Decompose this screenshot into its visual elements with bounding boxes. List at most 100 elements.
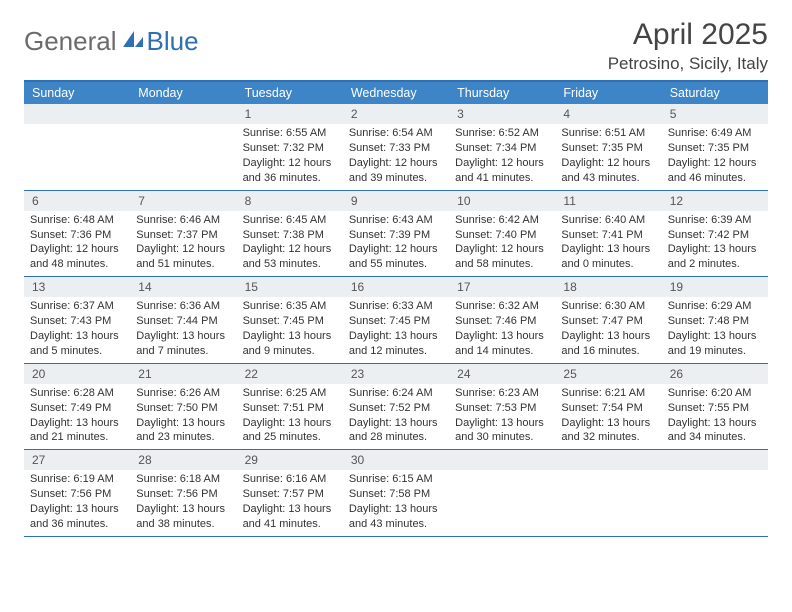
calendar-cell: 4Sunrise: 6:51 AMSunset: 7:35 PMDaylight… <box>555 104 661 190</box>
cell-line: and 34 minutes. <box>668 430 762 445</box>
cell-line: and 43 minutes. <box>561 171 655 186</box>
day-number: 24 <box>449 364 555 384</box>
day-number: 8 <box>237 191 343 211</box>
cell-line: and 53 minutes. <box>243 257 337 272</box>
cell-line: Sunset: 7:49 PM <box>30 401 124 416</box>
calendar-cell: 2Sunrise: 6:54 AMSunset: 7:33 PMDaylight… <box>343 104 449 190</box>
cell-body: Sunrise: 6:52 AMSunset: 7:34 PMDaylight:… <box>449 124 555 189</box>
cell-line: Daylight: 12 hours <box>243 242 337 257</box>
cell-line: Daylight: 13 hours <box>668 242 762 257</box>
cell-line: Sunrise: 6:36 AM <box>136 299 230 314</box>
cell-line: Daylight: 13 hours <box>243 502 337 517</box>
day-number: 13 <box>24 277 130 297</box>
cell-line: Daylight: 12 hours <box>349 156 443 171</box>
calendar-cell: 17Sunrise: 6:32 AMSunset: 7:46 PMDayligh… <box>449 277 555 363</box>
day-number: 3 <box>449 104 555 124</box>
calendar-cell: 29Sunrise: 6:16 AMSunset: 7:57 PMDayligh… <box>237 450 343 536</box>
cell-line: Sunrise: 6:29 AM <box>668 299 762 314</box>
cell-line: Sunrise: 6:46 AM <box>136 213 230 228</box>
day-number: 7 <box>130 191 236 211</box>
cell-line: Sunset: 7:50 PM <box>136 401 230 416</box>
cell-line: Sunset: 7:48 PM <box>668 314 762 329</box>
cell-line: and 21 minutes. <box>30 430 124 445</box>
cell-line: Sunset: 7:44 PM <box>136 314 230 329</box>
day-number: 5 <box>662 104 768 124</box>
cell-line: Daylight: 12 hours <box>455 242 549 257</box>
cell-body: Sunrise: 6:54 AMSunset: 7:33 PMDaylight:… <box>343 124 449 189</box>
calendar-cell <box>449 450 555 536</box>
cell-line: Daylight: 13 hours <box>136 416 230 431</box>
cell-line: Sunset: 7:56 PM <box>30 487 124 502</box>
cell-line: Daylight: 13 hours <box>668 329 762 344</box>
calendar-cell: 16Sunrise: 6:33 AMSunset: 7:45 PMDayligh… <box>343 277 449 363</box>
cell-line: Daylight: 13 hours <box>561 416 655 431</box>
calendar-cell <box>24 104 130 190</box>
day-number: 17 <box>449 277 555 297</box>
day-number: 4 <box>555 104 661 124</box>
day-number: 6 <box>24 191 130 211</box>
cell-line: and 2 minutes. <box>668 257 762 272</box>
cell-line: Daylight: 12 hours <box>136 242 230 257</box>
cell-body: Sunrise: 6:36 AMSunset: 7:44 PMDaylight:… <box>130 297 236 362</box>
calendar-cell <box>662 450 768 536</box>
calendar-cell: 30Sunrise: 6:15 AMSunset: 7:58 PMDayligh… <box>343 450 449 536</box>
cell-line: Sunrise: 6:37 AM <box>30 299 124 314</box>
cell-line: Sunrise: 6:23 AM <box>455 386 549 401</box>
cell-line: Sunrise: 6:40 AM <box>561 213 655 228</box>
cell-body <box>24 124 130 130</box>
cell-body: Sunrise: 6:16 AMSunset: 7:57 PMDaylight:… <box>237 470 343 535</box>
cell-body: Sunrise: 6:23 AMSunset: 7:53 PMDaylight:… <box>449 384 555 449</box>
cell-line: Sunrise: 6:39 AM <box>668 213 762 228</box>
cell-line: and 19 minutes. <box>668 344 762 359</box>
cell-line: Sunrise: 6:52 AM <box>455 126 549 141</box>
cell-body: Sunrise: 6:45 AMSunset: 7:38 PMDaylight:… <box>237 211 343 276</box>
cell-line: Daylight: 13 hours <box>30 329 124 344</box>
cell-line: and 9 minutes. <box>243 344 337 359</box>
cell-line: Sunset: 7:53 PM <box>455 401 549 416</box>
day-number <box>662 450 768 470</box>
day-number: 27 <box>24 450 130 470</box>
cell-line: and 32 minutes. <box>561 430 655 445</box>
cell-line: Sunrise: 6:20 AM <box>668 386 762 401</box>
cell-line: and 41 minutes. <box>243 517 337 532</box>
cell-line: Sunrise: 6:43 AM <box>349 213 443 228</box>
calendar-cell: 7Sunrise: 6:46 AMSunset: 7:37 PMDaylight… <box>130 191 236 277</box>
cell-body: Sunrise: 6:21 AMSunset: 7:54 PMDaylight:… <box>555 384 661 449</box>
cell-line: and 25 minutes. <box>243 430 337 445</box>
cell-line: Daylight: 13 hours <box>668 416 762 431</box>
cell-line: and 12 minutes. <box>349 344 443 359</box>
day-header: Sunday <box>24 82 130 104</box>
cell-line: Daylight: 12 hours <box>455 156 549 171</box>
day-number <box>24 104 130 124</box>
cell-body: Sunrise: 6:20 AMSunset: 7:55 PMDaylight:… <box>662 384 768 449</box>
calendar-cell: 28Sunrise: 6:18 AMSunset: 7:56 PMDayligh… <box>130 450 236 536</box>
cell-body <box>449 470 555 476</box>
calendar-cell: 23Sunrise: 6:24 AMSunset: 7:52 PMDayligh… <box>343 364 449 450</box>
cell-line: Sunset: 7:46 PM <box>455 314 549 329</box>
cell-line: and 39 minutes. <box>349 171 443 186</box>
logo-sail-icon <box>121 29 145 49</box>
day-number: 15 <box>237 277 343 297</box>
cell-body: Sunrise: 6:25 AMSunset: 7:51 PMDaylight:… <box>237 384 343 449</box>
day-header-row: Sunday Monday Tuesday Wednesday Thursday… <box>24 82 768 104</box>
day-number: 20 <box>24 364 130 384</box>
cell-body <box>555 470 661 476</box>
cell-body: Sunrise: 6:55 AMSunset: 7:32 PMDaylight:… <box>237 124 343 189</box>
cell-body <box>662 470 768 476</box>
day-header: Wednesday <box>343 82 449 104</box>
cell-line: Daylight: 12 hours <box>668 156 762 171</box>
cell-line: Sunrise: 6:55 AM <box>243 126 337 141</box>
day-number: 2 <box>343 104 449 124</box>
day-header: Tuesday <box>237 82 343 104</box>
cell-line: Sunset: 7:34 PM <box>455 141 549 156</box>
cell-line: Sunrise: 6:15 AM <box>349 472 443 487</box>
calendar-cell: 22Sunrise: 6:25 AMSunset: 7:51 PMDayligh… <box>237 364 343 450</box>
cell-line: and 48 minutes. <box>30 257 124 272</box>
cell-line: and 41 minutes. <box>455 171 549 186</box>
cell-line: Daylight: 12 hours <box>30 242 124 257</box>
week-row: 1Sunrise: 6:55 AMSunset: 7:32 PMDaylight… <box>24 104 768 191</box>
day-header: Friday <box>555 82 661 104</box>
cell-line: and 46 minutes. <box>668 171 762 186</box>
cell-line: Daylight: 13 hours <box>243 329 337 344</box>
cell-body: Sunrise: 6:46 AMSunset: 7:37 PMDaylight:… <box>130 211 236 276</box>
